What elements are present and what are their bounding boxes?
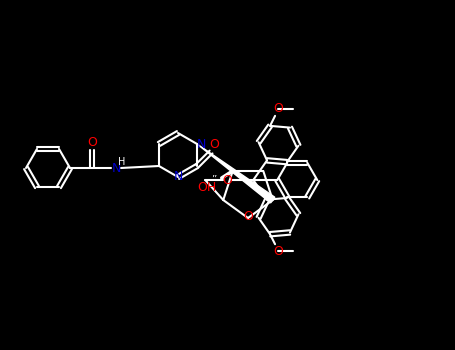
Text: O: O xyxy=(243,210,253,224)
Text: O: O xyxy=(273,245,283,258)
Text: N: N xyxy=(111,161,121,175)
Text: O: O xyxy=(87,136,97,149)
Text: N: N xyxy=(173,169,183,182)
Text: O: O xyxy=(209,139,219,152)
Text: O: O xyxy=(222,174,232,187)
Text: H: H xyxy=(118,157,126,167)
Polygon shape xyxy=(197,144,275,203)
Text: OH: OH xyxy=(197,181,216,195)
Text: N: N xyxy=(197,139,206,152)
Text: ’’: ’’ xyxy=(212,175,218,185)
Text: O: O xyxy=(273,102,283,116)
